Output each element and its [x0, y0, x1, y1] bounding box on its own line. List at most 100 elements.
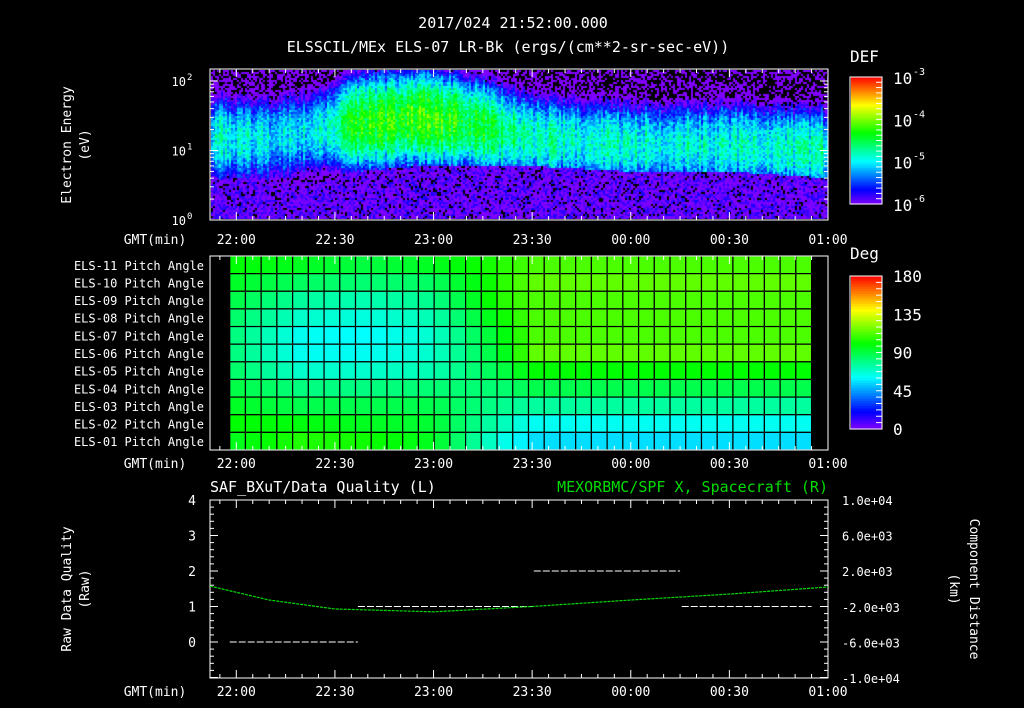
pitch-cell — [417, 396, 435, 416]
pitch-cell — [685, 431, 703, 451]
pitch-cell — [748, 325, 765, 345]
pitch-cell — [292, 255, 309, 275]
pitch-cell — [386, 325, 404, 345]
pitch-cell — [637, 396, 655, 416]
pitch-cell — [543, 273, 561, 292]
pitch-cell — [402, 343, 420, 363]
pitch-cell — [480, 343, 498, 363]
pitch-cell — [559, 325, 577, 345]
pitch-cell — [653, 396, 671, 416]
pitch-cell — [795, 396, 813, 416]
colorbar-swatch — [851, 293, 882, 297]
pitch-cell — [512, 273, 530, 292]
pitch-cell — [637, 255, 655, 275]
pitch-cell — [700, 414, 718, 433]
pitch-cell — [229, 255, 247, 275]
colorbar-swatch — [851, 93, 882, 97]
pitch-cell — [590, 414, 608, 433]
pitch-cell — [700, 343, 718, 363]
pitch-cell — [370, 290, 388, 310]
pitch-cell — [795, 414, 813, 433]
colorbar-swatch — [851, 278, 882, 282]
pitch-cell — [527, 308, 545, 328]
pitch-cell — [465, 414, 482, 433]
colorbar-swatch — [851, 81, 882, 84]
pitch-cell — [449, 378, 467, 398]
quality-left-tick-label: 0 — [188, 636, 196, 651]
pitch-cell — [590, 378, 608, 398]
pitch-cell — [732, 378, 750, 398]
quality-left-tick-label: 4 — [188, 494, 196, 509]
pitch-cell — [653, 255, 671, 275]
pitch-cell — [370, 325, 388, 345]
colorbar-tick-exp: -4 — [913, 109, 925, 120]
colorbar-swatch — [851, 134, 882, 137]
colorbar-swatch — [851, 339, 882, 343]
pitch-cell — [386, 361, 404, 381]
pitch-cell — [496, 343, 514, 363]
pitch-cell — [700, 396, 718, 416]
pitch-cell — [543, 396, 561, 416]
pitch-cell — [370, 378, 388, 398]
colorbar-swatch — [851, 423, 882, 428]
pitch-cell — [795, 361, 813, 381]
colorbar-swatch — [851, 319, 882, 323]
colorbar-swatch — [851, 127, 882, 131]
pitch-cell — [480, 255, 498, 275]
colorbar-swatch — [851, 146, 882, 150]
pitch-cell — [606, 361, 624, 381]
pitch-cell — [748, 343, 765, 363]
colorbar-swatch — [851, 91, 882, 95]
pitch-cell — [622, 273, 640, 292]
pitch-cell — [433, 308, 451, 328]
pitch-cell — [496, 325, 514, 345]
pitch-cell — [433, 414, 451, 433]
colorbar-tick-label: 180 — [893, 267, 922, 286]
colorbar-swatch — [851, 129, 882, 133]
pitch-cell — [229, 361, 247, 381]
colorbar-swatch — [851, 98, 882, 101]
pitch-cell — [339, 414, 357, 433]
colorbar-swatch — [851, 337, 882, 341]
pitch-cell — [685, 414, 703, 433]
pitch-cell — [590, 290, 608, 310]
colorbar-swatch — [851, 79, 882, 82]
colorbar-tick-label: 0 — [893, 420, 903, 439]
pitch-cell — [606, 378, 624, 398]
pitch-cell — [637, 431, 655, 451]
colorbar-swatch — [851, 87, 882, 91]
pitch-cell — [512, 255, 530, 275]
pitch-cell — [339, 378, 357, 398]
pitch-cell — [685, 325, 703, 345]
pitch-cell — [402, 308, 420, 328]
pitch-row-label: ELS-08 Pitch Angle — [74, 312, 204, 326]
pitch-cell — [417, 361, 435, 381]
pitch-cell — [622, 308, 640, 328]
quality-right-tick-label: 1.0e+04 — [842, 494, 893, 508]
colorbar-swatch — [851, 421, 882, 425]
pitch-cell — [559, 343, 577, 363]
time-tick-label: 22:30 — [315, 457, 354, 472]
colorbar-swatch — [851, 112, 882, 116]
pitch-cell — [527, 414, 545, 433]
pitch-cell — [244, 414, 262, 433]
pitch-cell — [653, 343, 671, 363]
colorbar-swatch — [851, 153, 882, 156]
colorbar-swatch — [851, 119, 882, 123]
colorbar-swatch — [851, 117, 882, 120]
pitch-cell — [417, 343, 435, 363]
pitch-cell — [779, 361, 797, 381]
quality-panel: SAF_BXuT/Data Quality (L) MEXORBMC/SPF X… — [60, 478, 981, 686]
pitch-cell — [260, 290, 278, 310]
pitch-cell — [700, 431, 718, 451]
colorbar-swatch — [851, 159, 882, 163]
pitch-cell — [637, 361, 655, 381]
colorbar-swatch — [851, 372, 882, 377]
pitch-cell — [480, 325, 498, 345]
plot-timestamp: 2017/024 21:52:00.000 — [418, 14, 608, 32]
colorbar-swatch — [851, 395, 882, 399]
colorbar-swatch — [851, 180, 882, 184]
pitch-cell — [700, 325, 718, 345]
pitch-cell — [433, 396, 451, 416]
